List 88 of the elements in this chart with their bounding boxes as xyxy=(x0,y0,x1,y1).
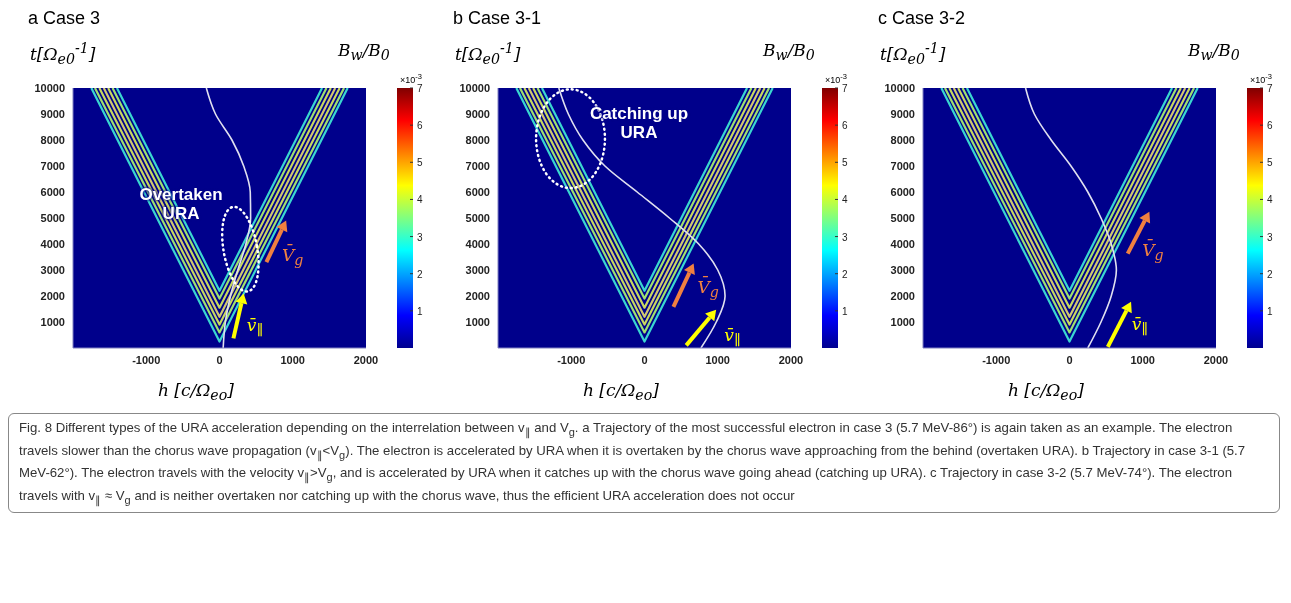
x-tick-label: 1000 xyxy=(705,353,730,366)
color-bar-label: 7 xyxy=(842,83,848,94)
color-bar-label: 4 xyxy=(417,194,423,206)
line-series xyxy=(1024,88,1118,348)
y-tick-label: 4000 xyxy=(890,237,915,250)
x-tick-label: 2000 xyxy=(353,353,379,366)
x-tick-label: 0 xyxy=(1066,353,1073,366)
y-tick-label: 10000 xyxy=(34,81,65,94)
x-tick-label: 2000 xyxy=(778,353,804,366)
y-axis-title: t[Ω$_{e0}$$^{-1}$] xyxy=(30,40,96,68)
y-tick-label: 10000 xyxy=(884,81,915,94)
annotation: V̄$_{g}$ xyxy=(282,244,304,269)
y-tick-label: 9000 xyxy=(465,107,490,120)
color-bar-label: 3 xyxy=(1267,231,1273,243)
annotation: v̄$_{∥}$ xyxy=(1131,313,1148,338)
y-tick-label: 6000 xyxy=(890,185,915,198)
y-tick-label: 6000 xyxy=(40,185,65,198)
y-tick-label: 9000 xyxy=(890,107,915,120)
color-bar-label: 1 xyxy=(842,305,848,317)
color-bar-label: 1 xyxy=(417,305,423,317)
annotation: v̄$_{∥}$ xyxy=(724,324,741,349)
x-tick-label: -1000 xyxy=(132,353,161,366)
x-axis-title: h [c/Ω$_{eo}$] xyxy=(583,380,659,404)
color-bar-title: B$_{w}$/B$_{0}$ xyxy=(763,40,815,64)
color-bar-label: 1 xyxy=(1267,305,1273,317)
color-bar-label: 7 xyxy=(417,83,423,94)
color-bar-label: 6 xyxy=(842,120,848,132)
y-tick-label: 10000 xyxy=(459,81,490,94)
color-bar-label: 7 xyxy=(1267,83,1273,94)
y-tick-label: 8000 xyxy=(890,133,915,146)
y-tick-label: 7000 xyxy=(40,159,65,172)
y-tick-label: 5000 xyxy=(465,211,490,224)
y-tick-label: 9000 xyxy=(40,107,65,120)
y-tick-label: 3000 xyxy=(890,263,915,276)
y-tick-label: 2000 xyxy=(465,289,490,302)
text: ×10$^{-3}$ xyxy=(400,72,422,85)
y-axis-title: t[Ω$_{e0}$$^{-1}$] xyxy=(880,40,946,68)
x-tick-label: 0 xyxy=(216,353,223,366)
color-bar-label: 4 xyxy=(842,194,848,206)
color-bar-label: 2 xyxy=(417,268,423,280)
x-tick-label: 0 xyxy=(641,353,648,366)
y-tick-label: 7000 xyxy=(465,159,490,172)
color-bar-label: 5 xyxy=(1267,157,1273,169)
y-tick-label: 2000 xyxy=(890,289,915,302)
y-tick-label: 6000 xyxy=(465,185,490,198)
color-bar-label: 6 xyxy=(417,120,423,132)
y-tick-label: 1000 xyxy=(890,315,915,328)
annotation: v̄$_{∥}$ xyxy=(246,314,264,339)
y-tick-label: 1000 xyxy=(465,315,490,328)
color-bar-title: B$_{w}$/B$_{0}$ xyxy=(1188,40,1240,64)
chart-title: b Case 3-1 xyxy=(453,8,542,29)
annotation: Catching up URA xyxy=(588,104,690,144)
y-tick-label: 7000 xyxy=(890,159,915,172)
line-series xyxy=(558,88,726,348)
y-tick-label: 3000 xyxy=(465,263,490,276)
x-axis-title: h [c/Ω$_{eo}$] xyxy=(158,380,234,404)
x-tick-label: 2000 xyxy=(1203,353,1229,366)
y-tick-label: 8000 xyxy=(40,133,65,146)
text: ×10$^{-3}$ xyxy=(1250,72,1272,85)
color-bar-label: 6 xyxy=(1267,120,1273,132)
x-tick-label: 1000 xyxy=(1130,353,1155,366)
y-tick-label: 4000 xyxy=(465,237,490,250)
chart-title: a Case 3 xyxy=(28,8,101,29)
y-tick-label: 5000 xyxy=(40,211,65,224)
color-bar-label: 5 xyxy=(842,157,848,169)
x-tick-label: -1000 xyxy=(982,353,1011,366)
chart-title: c Case 3-2 xyxy=(878,8,966,29)
y-tick-label: 2000 xyxy=(40,289,65,302)
y-tick-label: 5000 xyxy=(890,211,915,224)
y-tick-label: 3000 xyxy=(40,263,65,276)
text: ×10$^{-3}$ xyxy=(825,72,847,85)
y-tick-label: 1000 xyxy=(40,315,65,328)
annotation: V̄$_{g}$ xyxy=(697,276,719,301)
x-tick-label: -1000 xyxy=(557,353,586,366)
y-tick-label: 8000 xyxy=(465,133,490,146)
color-bar-label: 4 xyxy=(1267,194,1273,206)
color-bar-label: 2 xyxy=(842,268,848,280)
x-tick-label: 1000 xyxy=(280,353,305,366)
color-bar-label: 3 xyxy=(842,231,848,243)
color-bar-label: 3 xyxy=(417,231,423,243)
color-bar-label: 5 xyxy=(417,157,423,169)
color-bar-title: B$_{w}$/B$_{0}$ xyxy=(338,40,390,64)
annotation: V̄$_{g}$ xyxy=(1142,239,1164,264)
x-axis-title: h [c/Ω$_{eo}$] xyxy=(1008,380,1084,404)
color-bar-label: 2 xyxy=(1267,268,1273,280)
y-tick-label: 4000 xyxy=(40,237,65,250)
y-axis-title: t[Ω$_{e0}$$^{-1}$] xyxy=(455,40,521,68)
text: Fig. 8 Different types of the URA acceleration depending on the interrelation between v$_{∥}$ and V$_{g}$. a Trajectory of the most successful electron in case 3 (5.7 MeV-86°) is again taken as an example. The electron travels slower than the chorus wave propagation (v$_{∥}$<V$_{g}$). The electron is accelerated by URA when it is overtaken by the chorus wave approaching from the behind (overtaken URA). b Trajectory in case 3-1 (5.7 MeV-62°). The electron travels with the velocity v$_{∥}$>V$_{g}$, and is accelerated by URA when it catches up with the chorus wave going ahead (catching up URA). c Trajectory in case 3-2 (5.7 MeV-74°). The electron travels with v$_{∥}$ ≈ V$_{g}$ and is neither overtaken nor catching up with the chorus wave, thus the efficient URA acceleration does not occur xyxy=(19,420,1246,506)
